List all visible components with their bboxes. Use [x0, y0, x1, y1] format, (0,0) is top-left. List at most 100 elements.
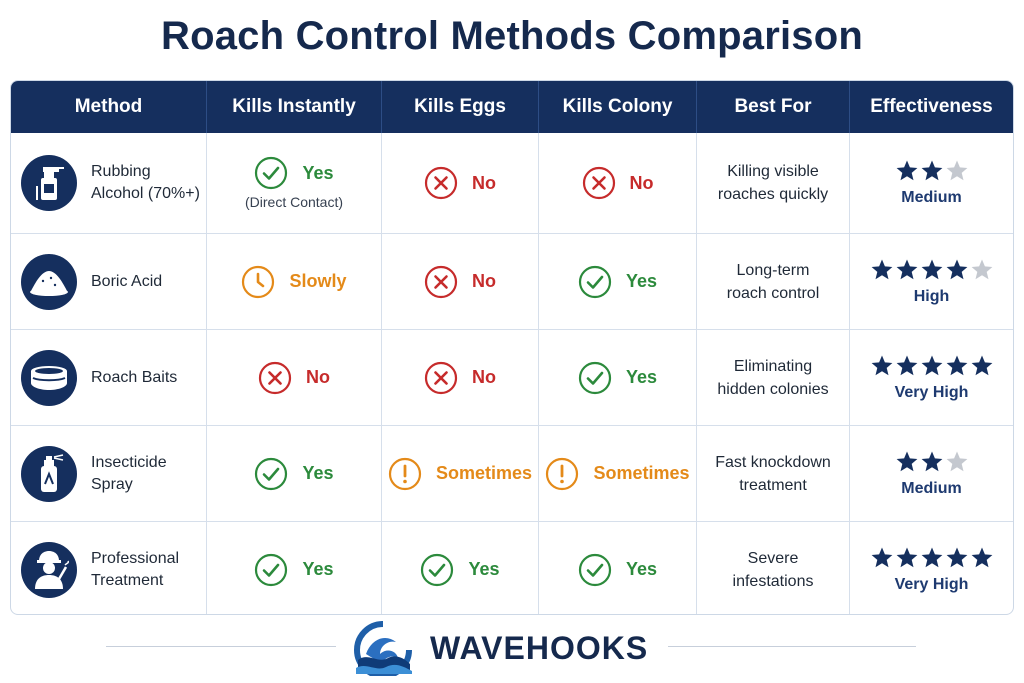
wave-logo-icon [354, 621, 412, 676]
best-for-cell: Fast knockdown treatment [697, 426, 850, 521]
effectiveness-label: Medium [901, 189, 962, 206]
exterminator-icon [21, 541, 77, 598]
star-rating [869, 546, 994, 570]
header-best-for: Best For [697, 81, 850, 133]
x-icon [424, 265, 458, 298]
header-effectiveness: Effectiveness [870, 96, 993, 117]
kills-eggs-label: No [472, 367, 496, 387]
table-header: Method Kills Instantly Kills Eggs Kills … [11, 81, 1013, 133]
header-kills-eggs: Kills Eggs [382, 81, 539, 133]
best-for-line: treatment [739, 476, 807, 494]
method-cell: Boric Acid [11, 234, 207, 329]
kills-colony-cell: No [539, 133, 697, 233]
kills-instantly-label: Yes [302, 463, 334, 483]
header-method: Method [11, 81, 207, 133]
kills-instantly-label: No [306, 367, 330, 387]
star-filled-icon [871, 547, 892, 567]
method-name: Insecticide Spray [91, 453, 167, 493]
star-filled-icon [871, 259, 892, 279]
star-filled-icon [971, 547, 992, 567]
best-for-line: hidden colonies [717, 380, 829, 398]
kills-instantly-cell: Slowly [207, 234, 382, 329]
best-for-line: Eliminating [733, 357, 813, 375]
kills-instantly-label: Yes [302, 559, 334, 579]
kills-colony-label: Yes [625, 367, 658, 387]
kills-eggs-label: Sometimes [435, 463, 533, 483]
bait-station-icon [21, 349, 77, 406]
check-icon [255, 457, 288, 490]
kills-instantly-cell: Yes [207, 522, 382, 614]
table-row: Boric Acid Slowly No Yes [11, 233, 1013, 329]
method-cell: Roach Baits [11, 330, 207, 425]
kills-eggs-label: Yes [468, 559, 500, 579]
best-for-cell: Killing visible roaches quickly [697, 133, 850, 233]
kills-colony-label: Yes [625, 559, 658, 579]
star-filled-icon [896, 259, 917, 279]
table-row: Professional Treatment Yes Yes Yes [11, 521, 1013, 614]
effectiveness-cell: Medium [850, 426, 1013, 521]
page-title: Roach Control Methods Comparison [161, 14, 863, 58]
best-for-line: roach control [726, 284, 820, 302]
star-filled-icon [921, 547, 942, 567]
check-icon [578, 361, 612, 394]
star-filled-icon [896, 160, 917, 181]
star-filled-icon [896, 451, 917, 471]
header-kills-instantly: Kills Instantly [207, 81, 382, 133]
kills-instantly-note: (Direct Contact) [244, 194, 344, 210]
check-icon [255, 553, 288, 586]
effectiveness-label: Very High [894, 575, 969, 593]
footer-divider-left [106, 646, 336, 647]
best-for-cell: Long-term roach control [697, 234, 850, 329]
comparison-table: Method Kills Instantly Kills Eggs Kills … [10, 80, 1014, 615]
table-row: Roach Baits No No Yes [11, 329, 1013, 425]
kills-colony-cell: Sometimes [539, 426, 697, 521]
effectiveness-cell: High [850, 234, 1013, 329]
check-icon [578, 553, 612, 586]
star-empty-icon [946, 160, 967, 181]
effectiveness-cell: Very High [850, 330, 1013, 425]
star-empty-icon [971, 259, 992, 279]
kills-eggs-cell: No [382, 330, 539, 425]
kills-eggs-cell: Sometimes [382, 426, 539, 521]
kills-eggs-cell: No [382, 133, 539, 233]
best-for-line: roaches quickly [717, 186, 829, 203]
x-icon [582, 166, 615, 200]
kills-instantly-cell: Yes (Direct Contact) [207, 133, 382, 233]
best-for-line: Fast knockdown [715, 453, 831, 471]
table-row: Insecticide Spray Yes Sometimes Sometime… [11, 425, 1013, 521]
kills-eggs-cell: No [382, 234, 539, 329]
table-row: Rubbing Alcohol (70%+) Yes (Direct Conta… [11, 133, 1013, 233]
star-filled-icon [921, 160, 942, 181]
x-icon [424, 361, 458, 394]
star-filled-icon [896, 355, 917, 375]
kills-colony-label: Sometimes [593, 463, 690, 483]
check-icon [421, 553, 454, 586]
best-for-cell: Eliminating hidden colonies [697, 330, 850, 425]
effectiveness-label: Very High [894, 383, 969, 401]
method-cell: Insecticide Spray [11, 426, 207, 521]
best-for-line: Severe [747, 549, 799, 567]
warning-icon [388, 457, 422, 490]
star-filled-icon [871, 355, 892, 375]
star-rating [869, 354, 994, 378]
star-filled-icon [921, 451, 942, 471]
star-rating [894, 450, 969, 474]
star-rating [894, 159, 969, 183]
star-rating [869, 258, 994, 282]
star-filled-icon [971, 355, 992, 375]
kills-instantly-cell: Yes [207, 426, 382, 521]
kills-colony-cell: Yes [539, 330, 697, 425]
kills-eggs-label: No [472, 172, 496, 193]
star-filled-icon [946, 259, 967, 279]
spray-bottle-icon [21, 155, 77, 211]
kills-colony-cell: Yes [539, 234, 697, 329]
star-filled-icon [896, 547, 917, 567]
effectiveness-cell: Medium [850, 133, 1013, 233]
x-icon [258, 361, 292, 394]
effectiveness-cell: Very High [850, 522, 1013, 614]
kills-colony-label: No [629, 172, 654, 193]
best-for-line: Long-term [736, 261, 810, 279]
star-filled-icon [946, 355, 967, 375]
star-empty-icon [946, 451, 967, 471]
